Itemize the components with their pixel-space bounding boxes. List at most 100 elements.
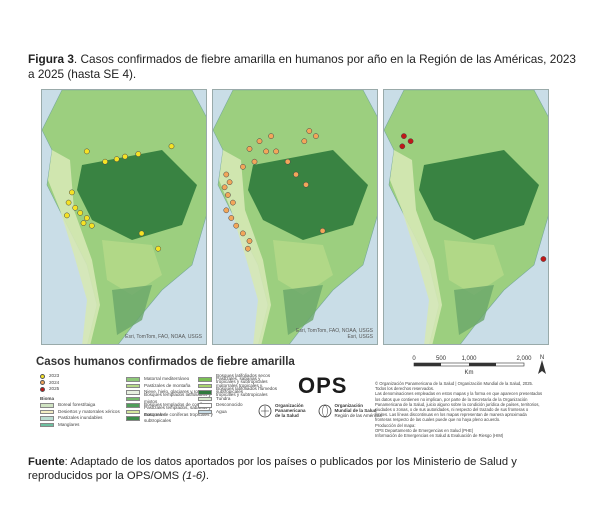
andes-range-area [48, 150, 100, 344]
scale-label-500: 500 [436, 356, 447, 362]
north-arrow-icon: N [538, 355, 546, 374]
case-point-2024 [228, 215, 235, 221]
pampas-area [112, 285, 152, 335]
legend-biome-item: Desconocido [198, 402, 278, 409]
case-point-2023 [155, 245, 162, 252]
case-point-2023 [168, 143, 175, 150]
case-point-2025 [399, 143, 406, 150]
andes-range-area [219, 150, 271, 344]
pampas-area [283, 285, 323, 335]
amazon-forest-area [248, 150, 368, 240]
case-point-2024 [251, 158, 258, 165]
maps-panel: Esri, TomTom, FAO, NOAA, USGS Esri, TomT… [41, 89, 549, 345]
case-point-2024 [240, 163, 246, 170]
map-2023[interactable]: Esri, TomTom, FAO, NOAA, USGS [41, 89, 207, 345]
legend-biome-item: Nieve, hielo, glaciares y rocas [126, 389, 216, 396]
biome-swatch-icon [126, 409, 140, 414]
legend: Casos humanos confirmados de fiebre amar… [28, 348, 576, 448]
case-point-2024 [223, 171, 230, 178]
legend-biome-item: Pastizales, sabanas y matorrales tropica… [198, 376, 278, 394]
case-point-2024 [303, 181, 309, 188]
scale-label-1000: 1,000 [461, 356, 477, 362]
case-point-2023 [88, 222, 95, 229]
who-emblem-icon [318, 404, 331, 418]
legend-biome-item: Pastizales inundables [40, 415, 120, 422]
legend-biomes-col1: Boreal forest/taiga Desiertos y matorrale… [40, 402, 120, 428]
legend-year-2025: 2025 [40, 386, 120, 393]
legend-year-2023: 2023 [40, 373, 120, 380]
organization-logos: Organización Panamericana de la Salud Orga… [258, 403, 382, 419]
amazon-forest-area [419, 150, 539, 240]
biome-swatch-icon [40, 409, 54, 414]
map-2025[interactable] [383, 89, 549, 345]
case-point-2023 [135, 151, 142, 157]
case-point-2023 [83, 215, 90, 221]
case-point-2024 [246, 146, 253, 152]
biome-swatch-icon [126, 416, 140, 421]
case-point-2023 [69, 189, 75, 196]
biome-swatch-icon [126, 390, 140, 395]
case-point-2024 [240, 230, 246, 237]
source-ref: (1-6) [182, 470, 206, 482]
biome-swatch-icon [198, 390, 212, 395]
dot-2024-icon [40, 380, 45, 386]
case-point-2024 [319, 227, 326, 234]
biome-swatch-icon [198, 409, 212, 414]
case-point-2023 [64, 212, 70, 219]
biome-swatch-icon [198, 377, 212, 382]
case-point-2024 [301, 138, 308, 145]
pampas-area [454, 285, 494, 335]
legend-biome-item: Bosques latifoliados húmedos tropicales … [198, 386, 278, 397]
legend-biome-item: Manglares [40, 422, 120, 429]
legend-biome-item: Matorral mediterráneo [126, 376, 216, 383]
case-point-2024 [284, 158, 291, 165]
case-point-2023 [113, 156, 120, 162]
case-point-2023 [122, 153, 128, 160]
scale-bar: 0 500 1,000 2,000 Km N [400, 354, 550, 382]
case-point-2024 [268, 133, 274, 139]
biome-swatch-icon [40, 422, 54, 427]
source-label: Fuente [28, 456, 65, 468]
case-point-2023 [83, 148, 90, 155]
legend-years: 2023 2024 2025 Bioma Boreal forest/taiga… [40, 373, 120, 428]
case-point-2025 [401, 133, 407, 139]
case-point-2023 [77, 210, 84, 216]
legend-bioma-title: Bioma [40, 395, 55, 401]
andes-range-area [390, 150, 442, 344]
source-text: : Adaptado de los datos aportados por lo… [28, 456, 517, 482]
case-point-2024 [223, 207, 230, 214]
legend-biome-item: Desiertos y matorrales xéricos [40, 409, 120, 416]
legend-biome-item: Tundra [198, 396, 278, 403]
biome-swatch-icon [198, 383, 212, 388]
legend-biome-item: Pastizales templados, sabanas y matorral… [126, 405, 216, 417]
biome-swatch-icon [40, 416, 54, 421]
source-note: Fuente: Adaptado de los datos aportados … [28, 456, 517, 482]
amazon-forest-area [77, 150, 197, 240]
biome-swatch-icon [126, 396, 140, 401]
case-point-2024 [256, 138, 263, 145]
case-point-2024 [230, 199, 236, 206]
scale-unit: Km [465, 370, 474, 376]
case-point-2024 [246, 238, 253, 244]
case-point-2025 [540, 256, 547, 262]
scale-ticks: 0 500 1,000 2,000 Km [412, 356, 532, 376]
map-disclaimer: © Organización Panamericana de la Salud … [375, 381, 543, 439]
case-point-2024 [226, 179, 233, 186]
legend-biome-item: Boreal forest/taiga [40, 402, 120, 409]
case-point-2024 [293, 171, 299, 178]
legend-biome-item: Bosques templados de coníferas [126, 402, 216, 409]
biome-swatch-icon [40, 403, 54, 408]
map-2024[interactable]: Esri, TomTom, FAO, NOAA, USGS Esri, USGS [212, 89, 378, 345]
case-point-2024 [263, 148, 269, 155]
case-point-2024 [313, 133, 319, 139]
legend-biome-item: Pastizales de montaña [126, 383, 216, 390]
case-point-2024 [221, 184, 228, 191]
paho-emblem-icon [258, 404, 272, 418]
dot-2023-icon [40, 373, 45, 379]
savanna-area [444, 240, 504, 295]
legend-biome-item: Bosques latifoliados secos tropicales y … [198, 373, 278, 384]
savanna-area [273, 240, 333, 295]
case-point-2024 [245, 245, 251, 252]
case-point-2023 [65, 199, 72, 206]
legend-biome-item: Bosques de coníferas tropicales y subtro… [126, 412, 216, 423]
